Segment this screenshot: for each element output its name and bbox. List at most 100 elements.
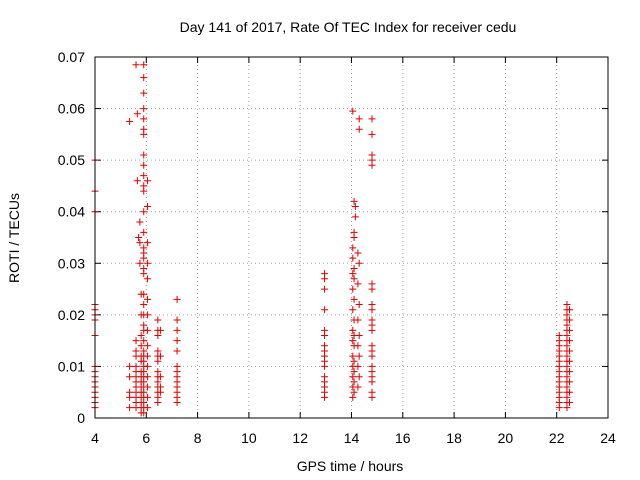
data-point-marker <box>566 316 574 324</box>
data-point-marker <box>321 331 329 339</box>
data-point-marker <box>173 316 181 324</box>
data-point-marker <box>140 254 148 262</box>
data-point-marker <box>144 326 152 334</box>
data-point-marker <box>156 326 164 334</box>
data-point-marker <box>144 275 152 283</box>
data-points <box>91 61 574 417</box>
data-point-marker <box>140 151 148 159</box>
data-point-marker <box>368 285 376 293</box>
data-point-marker <box>140 270 148 278</box>
data-point-marker <box>351 213 359 221</box>
data-point-marker <box>140 337 148 345</box>
x-axis-label: GPS time / hours <box>297 458 404 474</box>
data-point-marker <box>350 275 358 283</box>
data-point-marker <box>154 399 162 407</box>
data-point-marker <box>349 306 357 314</box>
data-point-marker <box>321 285 329 293</box>
data-point-marker <box>566 357 574 365</box>
data-point-marker <box>140 61 148 69</box>
data-point-marker <box>133 177 141 185</box>
data-point-marker <box>144 352 152 360</box>
data-point-marker <box>566 337 574 345</box>
data-point-marker <box>566 378 574 386</box>
data-point-marker <box>144 383 152 391</box>
data-point-marker <box>140 105 148 113</box>
data-point-marker <box>350 357 358 365</box>
data-point-marker <box>140 228 148 236</box>
data-point-marker <box>144 362 152 370</box>
x-tick-label: 14 <box>344 430 360 446</box>
data-point-marker <box>350 378 358 386</box>
data-point-marker <box>349 393 357 401</box>
y-tick-label: 0.07 <box>58 49 85 65</box>
data-point-marker <box>136 239 144 247</box>
data-point-marker <box>349 285 357 293</box>
data-point-marker <box>321 275 329 283</box>
data-point-marker <box>173 347 181 355</box>
data-point-marker <box>156 373 164 381</box>
data-point-marker <box>351 203 359 211</box>
x-tick-label: 22 <box>549 430 565 446</box>
data-point-marker <box>368 352 376 360</box>
data-point-marker <box>144 342 152 350</box>
data-point-marker <box>555 404 563 412</box>
data-point-marker <box>144 311 152 319</box>
y-tick-label: 0.03 <box>58 255 85 271</box>
data-point-marker <box>173 326 181 334</box>
data-point-marker <box>140 115 148 123</box>
y-tick-label: 0.05 <box>58 152 85 168</box>
data-point-marker <box>140 301 148 309</box>
y-tick-label: 0.04 <box>58 204 85 220</box>
data-point-marker <box>173 295 181 303</box>
data-point-marker <box>126 373 134 381</box>
data-point-marker <box>321 393 329 401</box>
data-point-marker <box>349 107 357 115</box>
data-point-marker <box>349 373 357 381</box>
data-point-marker <box>173 337 181 345</box>
data-point-marker <box>140 290 148 298</box>
x-tick-label: 18 <box>446 430 462 446</box>
data-point-marker <box>140 409 148 417</box>
data-point-marker <box>140 130 148 138</box>
data-point-marker <box>349 244 357 252</box>
axis-ticks: 4 6 8 10 12 14 16 18 20 22 24 0 0.01 0.02 0.03 0.04 0.05… <box>58 49 616 446</box>
data-point-marker <box>355 373 363 381</box>
data-point-marker <box>140 187 148 195</box>
data-point-marker <box>144 239 152 247</box>
data-point-marker <box>321 362 329 370</box>
data-point-marker <box>354 383 362 391</box>
data-point-marker <box>140 89 148 97</box>
data-point-marker <box>156 388 164 396</box>
data-point-marker <box>132 61 140 69</box>
data-point-marker <box>173 399 181 407</box>
x-tick-label: 24 <box>600 430 616 446</box>
data-point-marker <box>368 393 376 401</box>
data-point-marker <box>349 326 357 334</box>
y-axis-label: ROTI / TECUs <box>6 193 22 283</box>
x-tick-label: 6 <box>142 430 150 446</box>
data-point-marker <box>368 115 376 123</box>
data-point-marker <box>154 316 162 324</box>
data-point-marker <box>144 203 152 211</box>
data-point-marker <box>136 259 144 267</box>
data-point-marker <box>563 404 571 412</box>
data-point-marker <box>354 316 362 324</box>
data-point-marker <box>350 234 358 241</box>
data-point-marker <box>566 326 574 334</box>
data-point-marker <box>144 404 152 412</box>
data-point-marker <box>126 117 134 125</box>
data-point-marker <box>321 306 329 314</box>
data-point-marker <box>566 368 574 376</box>
data-point-marker <box>350 264 358 272</box>
data-point-marker <box>566 306 574 314</box>
data-point-marker <box>368 326 376 334</box>
data-point-marker <box>566 347 574 355</box>
data-point-marker <box>140 172 148 180</box>
data-point-marker <box>368 306 376 314</box>
data-point-marker <box>355 115 363 123</box>
data-point-marker <box>355 301 363 309</box>
data-point-marker <box>136 218 144 226</box>
data-point-marker <box>368 130 376 138</box>
data-point-marker <box>354 280 362 288</box>
data-point-marker <box>350 197 358 205</box>
